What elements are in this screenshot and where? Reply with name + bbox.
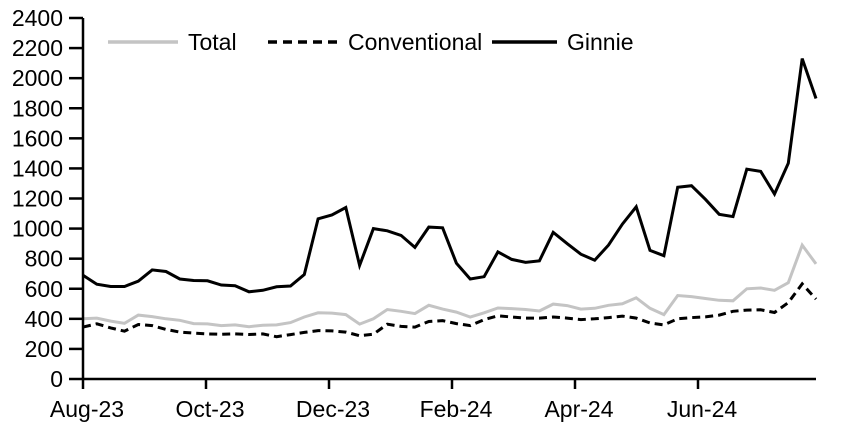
x-tick-label: Dec-23 bbox=[296, 396, 370, 422]
x-tick-label: Oct-23 bbox=[175, 396, 244, 422]
x-tick-label: Jun-24 bbox=[667, 396, 738, 422]
x-tick-label: Feb-24 bbox=[420, 396, 493, 422]
y-tick-label: 2000 bbox=[12, 65, 63, 91]
total-line bbox=[82, 241, 818, 329]
ginnie-line bbox=[82, 58, 818, 294]
y-tick-label: 1200 bbox=[12, 186, 63, 212]
y-tick-label: 1000 bbox=[12, 216, 63, 242]
y-axis-ticks: 0 200 400 600 800 1000 1200 1400 1600 1800 2000 220… bbox=[12, 5, 83, 392]
y-tick-label: 400 bbox=[25, 306, 63, 332]
conventional-line bbox=[82, 281, 818, 339]
y-tick-label: 1600 bbox=[12, 125, 63, 151]
x-tick-label: Aug-23 bbox=[50, 396, 124, 422]
y-tick-label: 0 bbox=[50, 366, 63, 392]
x-axis-ticks: Aug-23 Oct-23 Dec-23 Feb-24 Apr-24 Jun-24 bbox=[50, 379, 737, 422]
data-series bbox=[82, 58, 818, 339]
y-tick-label: 600 bbox=[25, 276, 63, 302]
y-tick-label: 800 bbox=[25, 246, 63, 272]
y-tick-label: 1800 bbox=[12, 95, 63, 121]
x-tick-label: Apr-24 bbox=[544, 396, 613, 422]
y-tick-label: 2200 bbox=[12, 35, 63, 61]
y-tick-label: 2400 bbox=[12, 5, 63, 31]
y-tick-label: 1400 bbox=[12, 155, 63, 181]
y-tick-label: 200 bbox=[25, 336, 63, 362]
